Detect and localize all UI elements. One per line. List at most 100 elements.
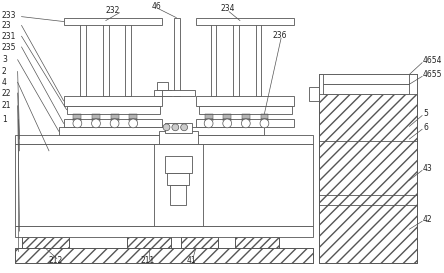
Circle shape xyxy=(260,119,269,128)
Text: 234: 234 xyxy=(220,4,235,13)
Bar xyxy=(261,117,268,120)
Circle shape xyxy=(172,124,179,131)
Bar xyxy=(235,237,279,248)
Bar xyxy=(92,114,100,115)
Text: 4654: 4654 xyxy=(423,56,443,65)
Text: 211: 211 xyxy=(140,256,155,265)
Bar xyxy=(223,117,231,120)
Circle shape xyxy=(181,124,187,131)
Bar xyxy=(129,117,137,120)
Bar xyxy=(129,115,137,117)
Bar xyxy=(154,90,171,96)
Bar xyxy=(157,82,168,90)
Bar xyxy=(242,120,250,121)
Bar xyxy=(323,84,409,94)
Circle shape xyxy=(163,124,170,131)
Bar xyxy=(157,144,313,226)
Bar xyxy=(261,114,268,115)
Bar xyxy=(261,120,268,121)
Text: 6: 6 xyxy=(423,123,428,132)
Bar xyxy=(181,237,218,248)
Bar xyxy=(92,120,100,121)
Text: 231: 231 xyxy=(2,32,16,41)
Circle shape xyxy=(242,119,250,128)
Text: 46: 46 xyxy=(152,2,162,11)
Bar xyxy=(196,120,294,127)
Bar xyxy=(205,117,213,120)
Text: 1: 1 xyxy=(2,115,7,124)
Bar xyxy=(242,117,250,120)
Bar xyxy=(92,115,100,117)
Bar xyxy=(323,75,409,84)
Bar xyxy=(319,75,417,263)
Bar xyxy=(170,185,186,205)
Text: 2: 2 xyxy=(2,67,7,76)
Text: 4: 4 xyxy=(2,78,7,87)
Bar xyxy=(15,226,313,237)
Bar xyxy=(73,115,81,117)
Text: 232: 232 xyxy=(106,6,120,15)
Bar xyxy=(223,120,231,121)
Bar xyxy=(15,248,313,263)
Bar xyxy=(154,144,203,226)
Bar xyxy=(92,117,100,120)
Text: 21: 21 xyxy=(2,101,12,110)
Bar xyxy=(205,120,213,121)
Bar xyxy=(103,23,109,96)
Text: 3: 3 xyxy=(2,55,7,64)
Circle shape xyxy=(110,119,119,128)
Bar xyxy=(167,173,189,185)
Bar xyxy=(111,115,119,117)
Text: 41: 41 xyxy=(187,256,197,265)
Bar xyxy=(210,23,216,96)
Bar xyxy=(233,23,239,96)
Bar xyxy=(162,90,195,96)
Bar xyxy=(165,156,192,173)
Bar xyxy=(319,75,417,263)
Text: 233: 233 xyxy=(2,11,16,20)
Bar xyxy=(111,114,119,115)
Bar xyxy=(73,120,81,121)
Bar xyxy=(111,120,119,121)
Bar xyxy=(125,23,131,96)
Bar xyxy=(223,115,231,117)
Circle shape xyxy=(223,119,232,128)
Text: 4655: 4655 xyxy=(423,70,443,79)
Bar xyxy=(256,23,262,96)
Bar xyxy=(165,123,192,133)
Bar xyxy=(15,248,313,263)
Bar xyxy=(319,75,417,94)
Bar xyxy=(63,120,162,127)
Bar xyxy=(22,237,68,248)
Circle shape xyxy=(204,119,213,128)
Text: 5: 5 xyxy=(423,109,428,118)
Bar xyxy=(22,237,68,248)
Bar xyxy=(111,117,119,120)
Circle shape xyxy=(91,119,100,128)
Text: 22: 22 xyxy=(2,88,12,97)
Bar xyxy=(129,114,137,115)
Bar xyxy=(205,115,213,117)
Bar xyxy=(174,18,180,96)
Bar xyxy=(73,117,81,120)
Bar xyxy=(59,127,265,135)
Bar xyxy=(127,237,171,248)
Bar xyxy=(63,18,162,25)
Bar xyxy=(242,114,250,115)
Bar xyxy=(261,115,268,117)
Bar xyxy=(63,96,162,106)
Bar xyxy=(159,131,198,144)
Bar xyxy=(242,115,250,117)
Circle shape xyxy=(129,119,138,128)
Bar xyxy=(196,96,294,106)
Bar xyxy=(181,237,218,248)
Circle shape xyxy=(73,119,82,128)
Bar xyxy=(309,87,319,101)
Bar xyxy=(15,144,157,226)
Bar xyxy=(67,106,160,114)
Text: 23: 23 xyxy=(2,21,12,30)
Bar xyxy=(80,23,86,96)
Text: 42: 42 xyxy=(423,215,433,224)
Text: 43: 43 xyxy=(423,164,433,173)
Text: 235: 235 xyxy=(2,43,16,52)
